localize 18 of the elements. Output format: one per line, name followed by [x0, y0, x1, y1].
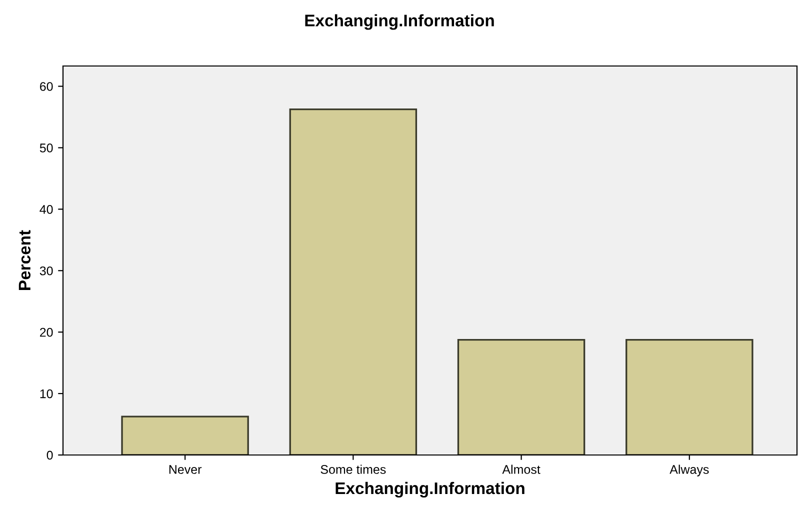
- x-tick-label: Always: [670, 464, 709, 476]
- y-tick-label: 10: [40, 389, 53, 398]
- x-tick-label: Never: [169, 465, 202, 474]
- y-tick-label: 50: [40, 144, 53, 152]
- bar: [289, 108, 418, 455]
- y-tick-label: 0: [46, 450, 53, 460]
- x-axis-title: Exchanging.Information: [336, 482, 524, 498]
- y-tick-label: 30: [40, 266, 53, 276]
- y-axis-title: Percent: [18, 230, 31, 290]
- y-tick-label: 20: [40, 328, 53, 337]
- bar: [626, 338, 754, 455]
- bar: [121, 416, 249, 455]
- chart-title: Exchanging.Information: [305, 14, 494, 30]
- y-tick-label: 60: [40, 82, 53, 91]
- x-tick-label: Some times: [320, 464, 386, 474]
- x-tick-label: Almost: [502, 464, 540, 474]
- bar: [457, 338, 586, 455]
- y-tick-label: 40: [40, 204, 53, 214]
